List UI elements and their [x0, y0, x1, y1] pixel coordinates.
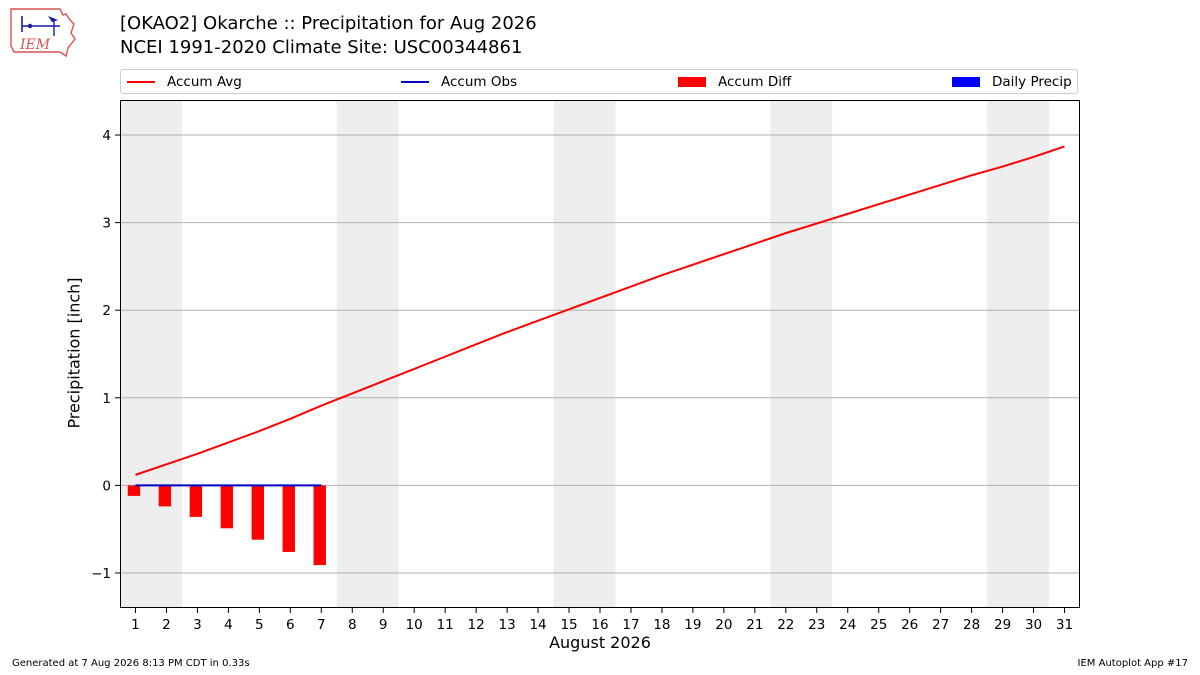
- x-tick-label: 30: [1025, 617, 1042, 633]
- x-tick-label: 15: [560, 617, 577, 633]
- x-tick-label: 29: [994, 617, 1011, 633]
- legend-item-daily-precip: Daily Precip: [952, 73, 1072, 91]
- legend-label-daily-precip: Daily Precip: [992, 74, 1072, 90]
- legend-swatch-accum-avg: [127, 81, 155, 83]
- title-line-2: NCEI 1991-2020 Climate Site: USC00344861: [120, 37, 523, 58]
- x-tick-label: 16: [591, 617, 608, 633]
- y-tick-label: −1: [91, 566, 111, 582]
- legend-label-accum-avg: Accum Avg: [167, 74, 242, 90]
- app-label: IEM Autoplot App #17: [1077, 658, 1188, 669]
- x-tick-label: 28: [963, 617, 980, 633]
- legend-label-accum-diff: Accum Diff: [718, 74, 792, 90]
- y-axis-label-text: Precipitation [inch]: [64, 277, 84, 429]
- legend-item-accum-diff: Accum Diff: [678, 73, 791, 91]
- series-lines: [135, 145, 1065, 487]
- x-tick-label: 8: [348, 617, 357, 633]
- x-tick-label: 18: [653, 617, 670, 633]
- plot-frame: [120, 100, 1080, 608]
- generated-timestamp: Generated at 7 Aug 2026 8:13 PM CDT in 0…: [12, 658, 250, 669]
- legend-swatch-accum-diff: [678, 77, 706, 87]
- y-tick-label: 0: [102, 478, 111, 494]
- weekend-band: [987, 100, 1050, 608]
- x-tick-label: 23: [808, 617, 825, 633]
- x-tick-label: 5: [255, 617, 264, 633]
- chart-legend: Accum Avg Accum Obs Accum Diff Daily Pre…: [120, 69, 1078, 94]
- legend-swatch-daily-precip: [952, 77, 980, 87]
- x-tick-label: 22: [777, 617, 794, 633]
- accum-diff-bar: [251, 485, 264, 540]
- x-tick-label: 1: [131, 617, 140, 633]
- accum-diff-bars: [127, 485, 326, 566]
- iem-logo: IEM: [8, 6, 80, 58]
- accum-diff-bar: [189, 485, 203, 517]
- x-tick-label: 7: [317, 617, 326, 633]
- weekend-band: [120, 100, 182, 608]
- x-tick-label: 6: [286, 617, 295, 633]
- title-line-1: [OKAO2] Okarche :: Precipitation for Aug…: [120, 13, 537, 34]
- weekend-shading: [120, 100, 1050, 608]
- weekend-band: [770, 100, 833, 608]
- accum-diff-bar: [313, 485, 326, 566]
- logo-text: IEM: [19, 37, 51, 53]
- accum-diff-bar: [158, 485, 172, 507]
- x-tick-label: 12: [468, 617, 485, 633]
- x-tick-label: 19: [684, 617, 701, 633]
- x-tick-label: 20: [715, 617, 732, 633]
- weekend-band: [336, 100, 399, 608]
- legend-item-accum-obs: Accum Obs: [401, 73, 517, 91]
- x-tick-label: 17: [622, 617, 639, 633]
- accum-diff-bar: [282, 485, 295, 552]
- x-tick-label: 31: [1056, 617, 1073, 633]
- x-tick-label: 9: [379, 617, 388, 633]
- y-axis-ticks: −1 0 1 2 3 4: [91, 128, 120, 582]
- x-tick-label: 10: [406, 617, 423, 633]
- x-tick-label: 2: [162, 617, 171, 633]
- x-tick-label: 14: [529, 617, 546, 633]
- accum-diff-bar: [127, 485, 141, 496]
- legend-label-accum-obs: Accum Obs: [441, 74, 518, 90]
- x-tick-label: 4: [224, 617, 233, 633]
- accum-avg-line: [135, 145, 1065, 476]
- y-tick-label: 1: [102, 391, 111, 407]
- x-tick-label: 27: [932, 617, 949, 633]
- x-axis-label: August 2026: [549, 633, 651, 652]
- x-tick-label: 11: [437, 617, 454, 633]
- chart-title: [OKAO2] Okarche :: Precipitation for Aug…: [120, 12, 537, 60]
- x-tick-label: 13: [499, 617, 516, 633]
- x-tick-label: 26: [901, 617, 918, 633]
- legend-swatch-accum-obs: [401, 81, 429, 83]
- x-tick-label: 24: [839, 617, 856, 633]
- accum-diff-bar: [220, 485, 234, 529]
- weekend-band: [553, 100, 616, 608]
- x-tick-label: 21: [746, 617, 763, 633]
- x-axis-ticks: 1 2 3 4 5 6 7 8 9 10 11 12 13 14 15 16 17 18 19 20 21 22 23 24 2…: [131, 608, 1073, 633]
- y-tick-label: 2: [102, 303, 111, 319]
- legend-item-accum-avg: Accum Avg: [127, 73, 242, 91]
- y-tick-label: 3: [102, 216, 111, 232]
- x-tick-label: 3: [193, 617, 202, 633]
- x-tick-label: 25: [870, 617, 887, 633]
- y-tick-label: 4: [102, 128, 111, 144]
- iem-logo-graphic: IEM: [10, 8, 76, 58]
